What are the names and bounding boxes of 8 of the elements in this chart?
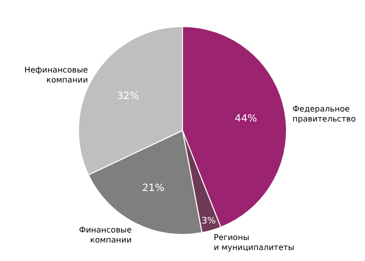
data-label: 3%: [201, 216, 216, 226]
slice-label: Регионы и муниципалитеты: [214, 233, 294, 252]
data-label: 44%: [234, 113, 257, 124]
slice-label: Нефинансовые компании: [24, 65, 88, 84]
slice-label: Финансовые компании: [78, 225, 132, 244]
data-label: 21%: [142, 182, 164, 194]
slice-label: Федеральное правительство: [292, 104, 356, 124]
data-label: 32%: [116, 90, 140, 102]
